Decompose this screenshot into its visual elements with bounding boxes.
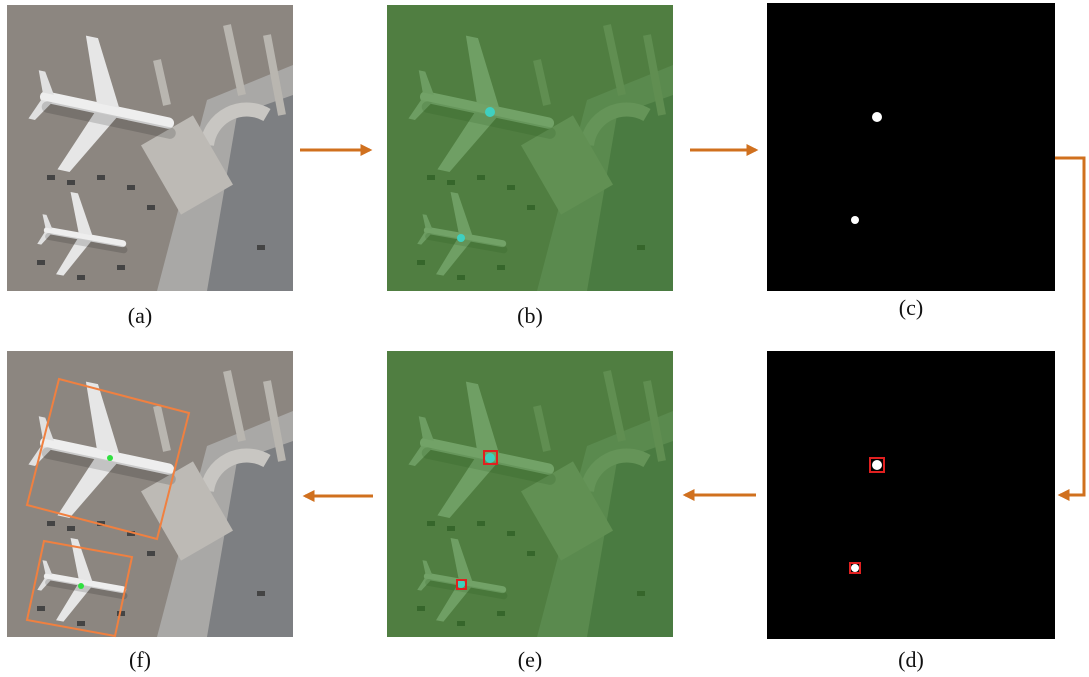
panel-a	[7, 5, 293, 291]
panel-d	[767, 351, 1055, 639]
panel-c	[767, 3, 1055, 291]
panel-label: (d)	[898, 647, 924, 672]
panel-label: (c)	[899, 295, 923, 320]
panel-label: (a)	[128, 303, 152, 328]
arrow	[1055, 158, 1084, 495]
figure: (a) (b) (c) (d) (e) (f)	[0, 0, 1089, 677]
panel-b	[387, 5, 673, 291]
panel-label: (e)	[518, 647, 542, 672]
panel-e	[387, 351, 673, 637]
panel-f	[7, 351, 293, 637]
panel-label: (b)	[517, 303, 543, 328]
panel-label: (f)	[129, 647, 151, 672]
